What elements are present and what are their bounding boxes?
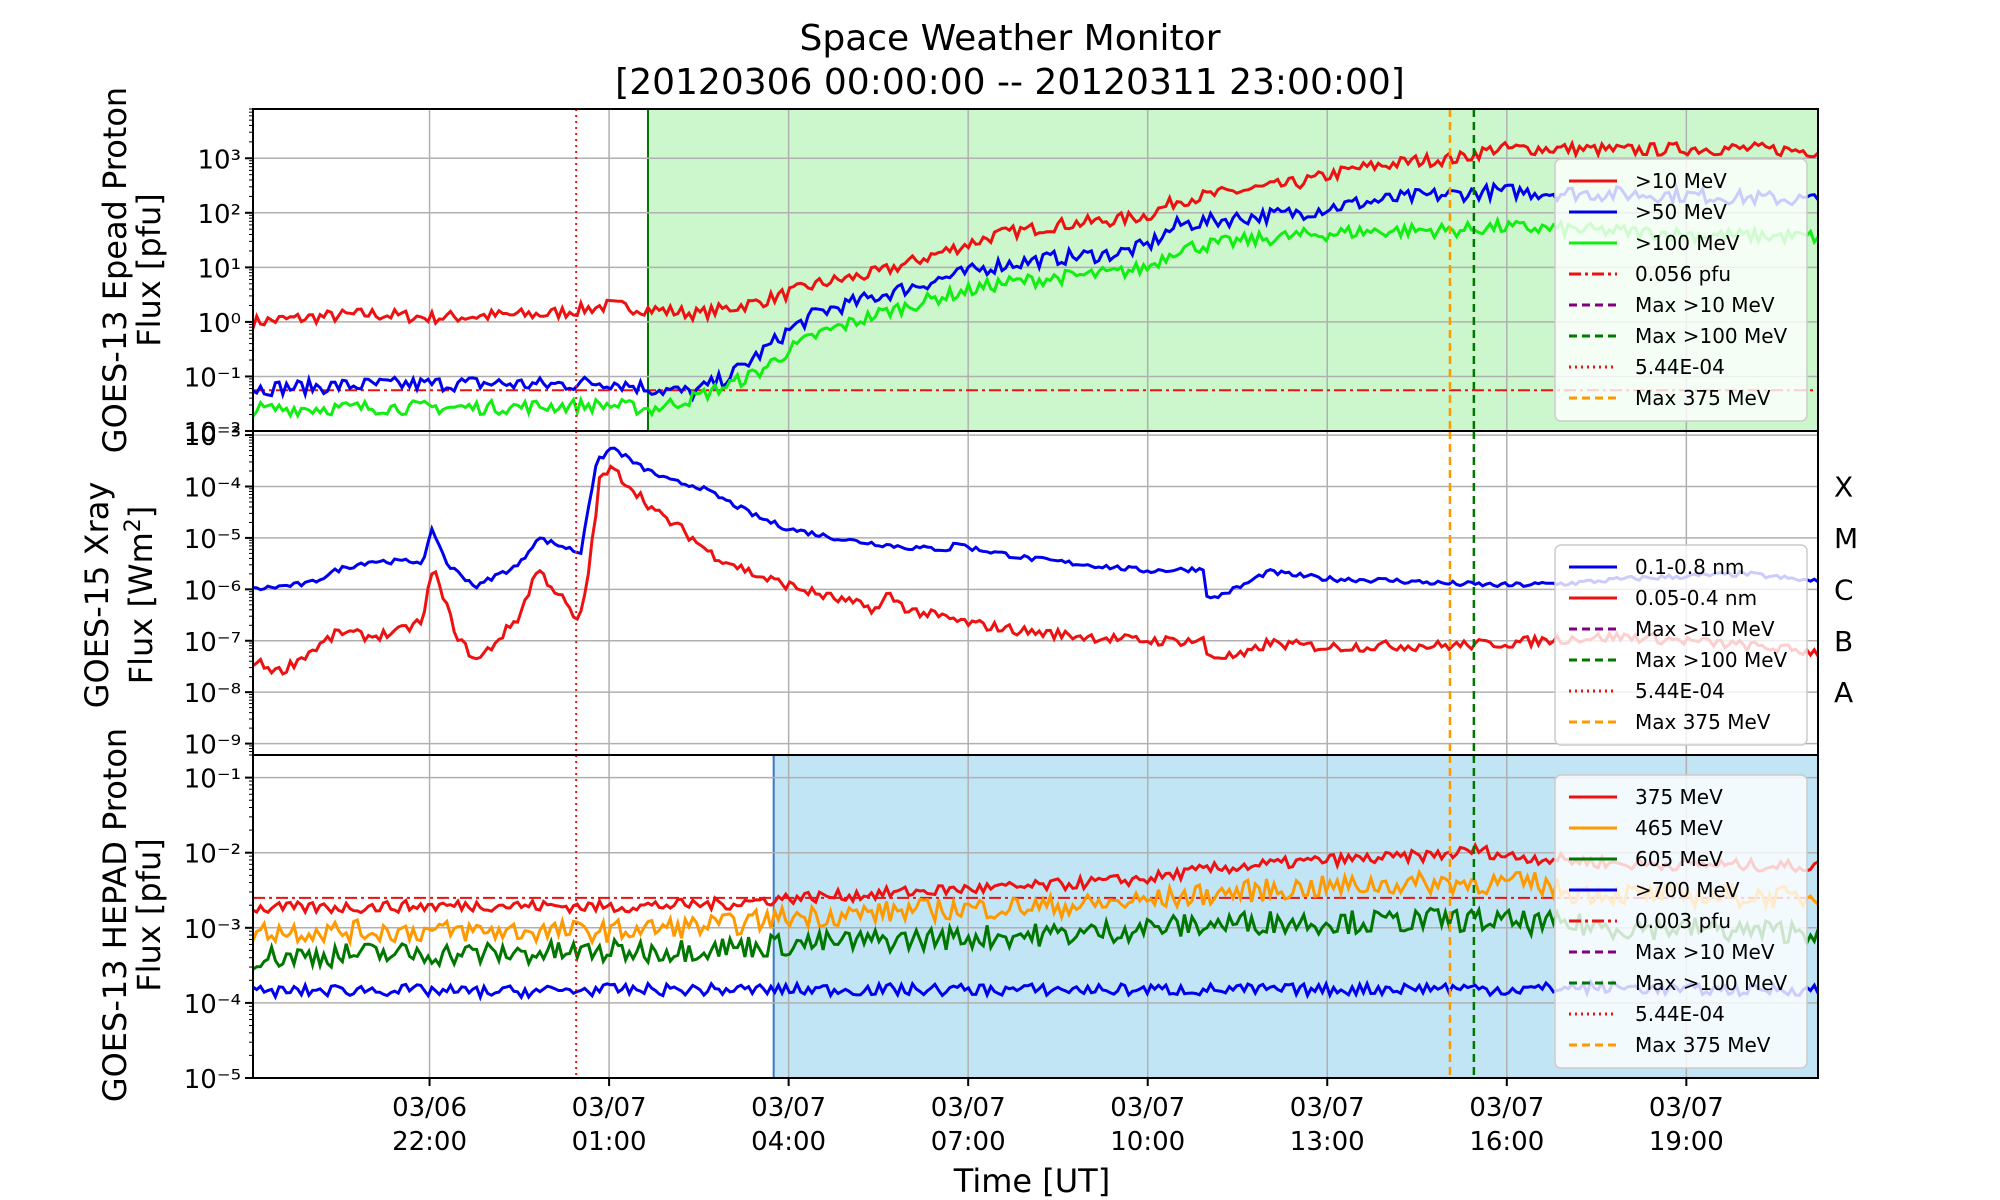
- epead-legend-label: 0.056 pfu: [1635, 262, 1731, 286]
- epead-ytick-label: 10¹: [197, 254, 241, 284]
- flare-class-label: B: [1834, 625, 1853, 658]
- xray-ytick-label: 10⁻⁸: [184, 679, 241, 709]
- epead-legend-label: Max 375 MeV: [1635, 386, 1771, 410]
- hepad-ytick-label: 10⁻³: [184, 915, 241, 945]
- epead-ytick-label: 10⁻²: [184, 418, 241, 448]
- x-tick-label-date: 03/07: [1649, 1093, 1724, 1123]
- xray-legend-label: Max 375 MeV: [1635, 710, 1771, 734]
- hepad-ytick-label: 10⁻⁴: [184, 990, 241, 1020]
- epead-ylabel-line2: Flux [pfu]: [130, 193, 168, 347]
- hepad-ytick-label: 10⁻⁵: [184, 1065, 241, 1095]
- x-tick-label-time: 10:00: [1110, 1127, 1185, 1157]
- epead-legend-label: Max >10 MeV: [1635, 293, 1775, 317]
- epead-legend-label: Max >100 MeV: [1635, 324, 1788, 348]
- x-tick-label-time: 01:00: [572, 1127, 647, 1157]
- x-tick-label-date: 03/07: [931, 1093, 1006, 1123]
- epead-ytick-label: 10⁻¹: [184, 363, 241, 393]
- chart-title: Space Weather Monitor: [799, 18, 1220, 59]
- epead-legend-label: >50 MeV: [1635, 200, 1727, 224]
- xray-ytick-label: 10⁻³: [184, 422, 241, 452]
- x-tick-label-date: 03/07: [751, 1093, 826, 1123]
- x-tick-label-date: 03/07: [572, 1093, 647, 1123]
- flare-class-label: M: [1834, 522, 1858, 555]
- plot-area: 10⁻² 10⁻¹ 10⁰ 10¹ 10² 10³ >10 MeV >50 MeV >100 M…: [184, 108, 1858, 1157]
- xray-ytick-label: 10⁻⁴: [184, 473, 241, 503]
- x-tick-label-time: 13:00: [1290, 1127, 1365, 1157]
- epead-series-line: [253, 139, 1818, 329]
- xray-ylabel-line1: GOES-15 Xray: [78, 482, 116, 709]
- xray-ylabel-close: ]: [122, 506, 160, 518]
- epead-legend-label: >100 MeV: [1635, 231, 1740, 255]
- hepad-legend-label: 375 MeV: [1635, 785, 1723, 809]
- epead-panel: 10⁻² 10⁻¹ 10⁰ 10¹ 10² 10³ >10 MeV >50 MeV >100 M…: [184, 108, 1819, 448]
- hepad-legend-label: Max >10 MeV: [1635, 940, 1775, 964]
- hepad-ylabel-line2: Flux [pfu]: [130, 838, 168, 992]
- hepad-ytick-label: 10⁻¹: [184, 765, 241, 795]
- hepad-legend-label: 5.44E-04: [1635, 1002, 1725, 1026]
- flare-class-label: X: [1834, 470, 1853, 503]
- epead-legend-label: >10 MeV: [1635, 169, 1727, 193]
- xray-ylabel-superscript: 2: [121, 518, 146, 532]
- x-tick-label-date: 03/07: [1290, 1093, 1365, 1123]
- xray-legend-label: 0.1-0.8 nm: [1635, 555, 1744, 579]
- hepad-legend-label: Max 375 MeV: [1635, 1033, 1771, 1057]
- flare-class-label: A: [1834, 676, 1853, 709]
- x-tick-label-date: 03/07: [1469, 1093, 1544, 1123]
- hepad-frame: [252, 754, 1819, 1079]
- hepad-panel: 10⁻⁵ 10⁻⁴ 10⁻³ 10⁻² 10⁻¹ 375 MeV 465 MeV 605 Me…: [184, 754, 1819, 1095]
- hepad-ytick-label: 10⁻²: [184, 840, 241, 870]
- x-axis-label: Time [UT]: [953, 1162, 1110, 1200]
- chart-subtitle: [20120306 00:00:00 -- 20120311 23:00:00]: [615, 62, 1405, 103]
- hepad-legend-label: >700 MeV: [1635, 878, 1740, 902]
- xray-ytick-label: 10⁻⁷: [184, 628, 241, 658]
- hepad-ylabel-line1: GOES-13 HEPAD Proton: [96, 728, 134, 1102]
- x-tick-label-date: 03/06: [392, 1093, 467, 1123]
- xray-ytick-label: 10⁻⁹: [184, 731, 241, 761]
- epead-ytick-label: 10²: [197, 200, 241, 230]
- x-tick-label-time: 19:00: [1649, 1127, 1724, 1157]
- xray-legend-label: 0.05-0.4 nm: [1635, 586, 1757, 610]
- hepad-legend-label: Max >100 MeV: [1635, 971, 1788, 995]
- xray-ytick-label: 10⁻⁶: [184, 576, 241, 606]
- epead-legend-label: 5.44E-04: [1635, 355, 1725, 379]
- xray-ylabel-unit: Flux [Wm: [122, 532, 160, 684]
- epead-legend-box: [1554, 158, 1808, 422]
- x-tick-label-time: 22:00: [392, 1127, 467, 1157]
- hepad-legend-box: [1554, 774, 1808, 1069]
- x-tick-label-time: 07:00: [931, 1127, 1006, 1157]
- epead-ytick-label: 10³: [197, 145, 241, 175]
- epead-ytick-label: 10⁰: [197, 309, 241, 339]
- x-tick-label-time: 16:00: [1469, 1127, 1544, 1157]
- xray-legend-label: Max >100 MeV: [1635, 648, 1788, 672]
- xray-ytick-label: 10⁻⁵: [184, 525, 241, 555]
- x-tick-label-date: 03/07: [1110, 1093, 1185, 1123]
- xray-legend-label: Max >10 MeV: [1635, 617, 1775, 641]
- xray-legend-box: [1554, 544, 1808, 746]
- epead-ylabel-line1: GOES-13 Epead Proton: [96, 87, 134, 453]
- x-tick-label-time: 04:00: [751, 1127, 826, 1157]
- hepad-legend-label: 465 MeV: [1635, 816, 1723, 840]
- xray-legend-label: 5.44E-04: [1635, 679, 1725, 703]
- xray-ylabel-line2: Flux [Wm2]: [121, 506, 160, 684]
- hepad-legend-label: 0.003 pfu: [1635, 909, 1731, 933]
- hepad-legend-label: 605 MeV: [1635, 847, 1723, 871]
- flare-class-label: C: [1834, 573, 1854, 606]
